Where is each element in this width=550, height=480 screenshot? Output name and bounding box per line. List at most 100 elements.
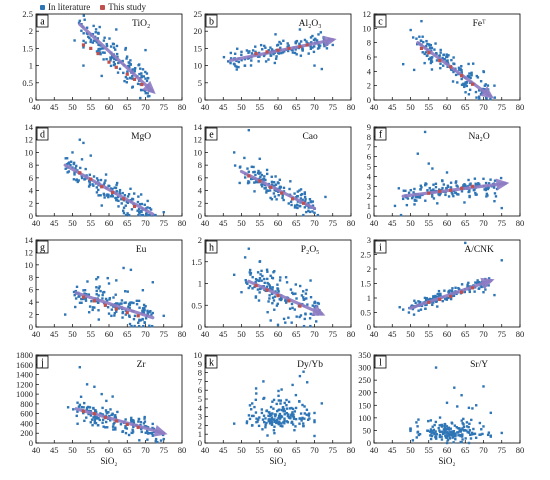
literature-point xyxy=(124,301,127,304)
literature-point xyxy=(294,40,298,44)
literature-point xyxy=(414,301,417,305)
panel-letter-box xyxy=(374,240,387,254)
literature-point xyxy=(440,425,444,428)
study-point xyxy=(89,177,93,181)
literature-point xyxy=(269,196,272,200)
literature-point xyxy=(250,59,253,62)
literature-point xyxy=(421,35,424,38)
literature-point xyxy=(485,192,489,196)
literature-point xyxy=(461,433,464,436)
literature-point xyxy=(275,421,278,425)
literature-point xyxy=(290,203,293,207)
x-tick-label: 40 xyxy=(201,102,210,112)
literature-point xyxy=(431,167,434,170)
x-tick-label: 55 xyxy=(425,445,434,455)
literature-points xyxy=(66,366,165,444)
literature-point xyxy=(139,319,142,322)
literature-point xyxy=(464,83,467,86)
literature-point xyxy=(87,35,90,38)
literature-point xyxy=(305,297,308,300)
literature-point xyxy=(429,419,433,422)
x-tick-label: 80 xyxy=(178,218,187,228)
literature-point xyxy=(445,171,449,174)
literature-point xyxy=(112,63,116,67)
literature-point xyxy=(439,66,442,70)
literature-point xyxy=(308,317,312,320)
literature-point xyxy=(441,179,444,182)
literature-point xyxy=(307,201,310,205)
x-tick-label: 40 xyxy=(201,329,210,339)
literature-point xyxy=(263,44,266,48)
literature-point xyxy=(441,186,444,190)
literature-point xyxy=(483,84,487,87)
literature-point xyxy=(296,206,299,210)
literature-point xyxy=(143,415,146,419)
x-tick-label: 75 xyxy=(498,102,507,112)
literature-point xyxy=(432,183,435,186)
literature-point xyxy=(133,314,137,318)
study-points xyxy=(78,171,137,209)
literature-point xyxy=(108,419,112,422)
literature-point xyxy=(144,70,147,74)
literature-point xyxy=(450,430,454,433)
literature-point xyxy=(413,299,416,302)
literature-point xyxy=(478,97,481,100)
literature-point xyxy=(115,310,118,313)
y-tick-label: 5 xyxy=(367,162,371,172)
trend-arrowhead xyxy=(311,304,326,316)
literature-point xyxy=(438,429,441,432)
y-tick-label: 100 xyxy=(358,413,371,423)
literature-point xyxy=(109,408,112,411)
study-point xyxy=(89,46,93,50)
x-tick-label: 55 xyxy=(256,445,265,455)
literature-point xyxy=(75,164,78,168)
study-point xyxy=(92,299,96,303)
literature-point xyxy=(268,414,272,418)
literature-point xyxy=(105,57,108,61)
literature-point xyxy=(272,192,276,195)
literature-point xyxy=(304,313,307,316)
literature-point xyxy=(301,47,304,50)
literature-point xyxy=(275,304,279,307)
literature-point xyxy=(279,424,282,428)
literature-point xyxy=(299,54,303,57)
y-tick-label: 0 xyxy=(198,322,202,332)
literature-point xyxy=(446,430,449,434)
literature-point xyxy=(406,197,410,200)
literature-point xyxy=(278,178,282,182)
literature-point xyxy=(409,428,412,431)
literature-point xyxy=(121,310,125,314)
literature-point xyxy=(435,59,439,62)
literature-point xyxy=(473,188,476,191)
literature-point xyxy=(482,177,485,180)
literature-point xyxy=(285,407,289,410)
literature-point xyxy=(266,434,269,437)
literature-point xyxy=(275,402,278,406)
literature-point xyxy=(304,200,307,203)
literature-point xyxy=(430,432,433,435)
literature-point xyxy=(449,68,453,71)
literature-point xyxy=(114,293,117,296)
literature-point xyxy=(273,61,277,65)
study-point xyxy=(301,201,306,205)
literature-point xyxy=(149,309,152,313)
literature-point xyxy=(69,160,73,163)
x-tick-label: 40 xyxy=(32,218,41,228)
literature-point xyxy=(139,209,142,213)
literature-point xyxy=(253,405,256,409)
literature-point xyxy=(99,289,102,293)
literature-point xyxy=(300,192,304,196)
literature-point xyxy=(98,51,102,54)
x-tick-label: 75 xyxy=(160,102,169,112)
literature-point xyxy=(107,282,111,285)
literature-point xyxy=(282,410,285,413)
literature-point xyxy=(150,324,154,328)
study-point xyxy=(265,288,269,292)
literature-point xyxy=(303,38,307,42)
literature-point xyxy=(119,302,122,305)
literature-point xyxy=(430,58,433,61)
literature-point xyxy=(291,407,295,411)
literature-point xyxy=(128,322,132,326)
panel-title: Feᵀ xyxy=(473,19,487,29)
literature-point xyxy=(101,413,104,416)
